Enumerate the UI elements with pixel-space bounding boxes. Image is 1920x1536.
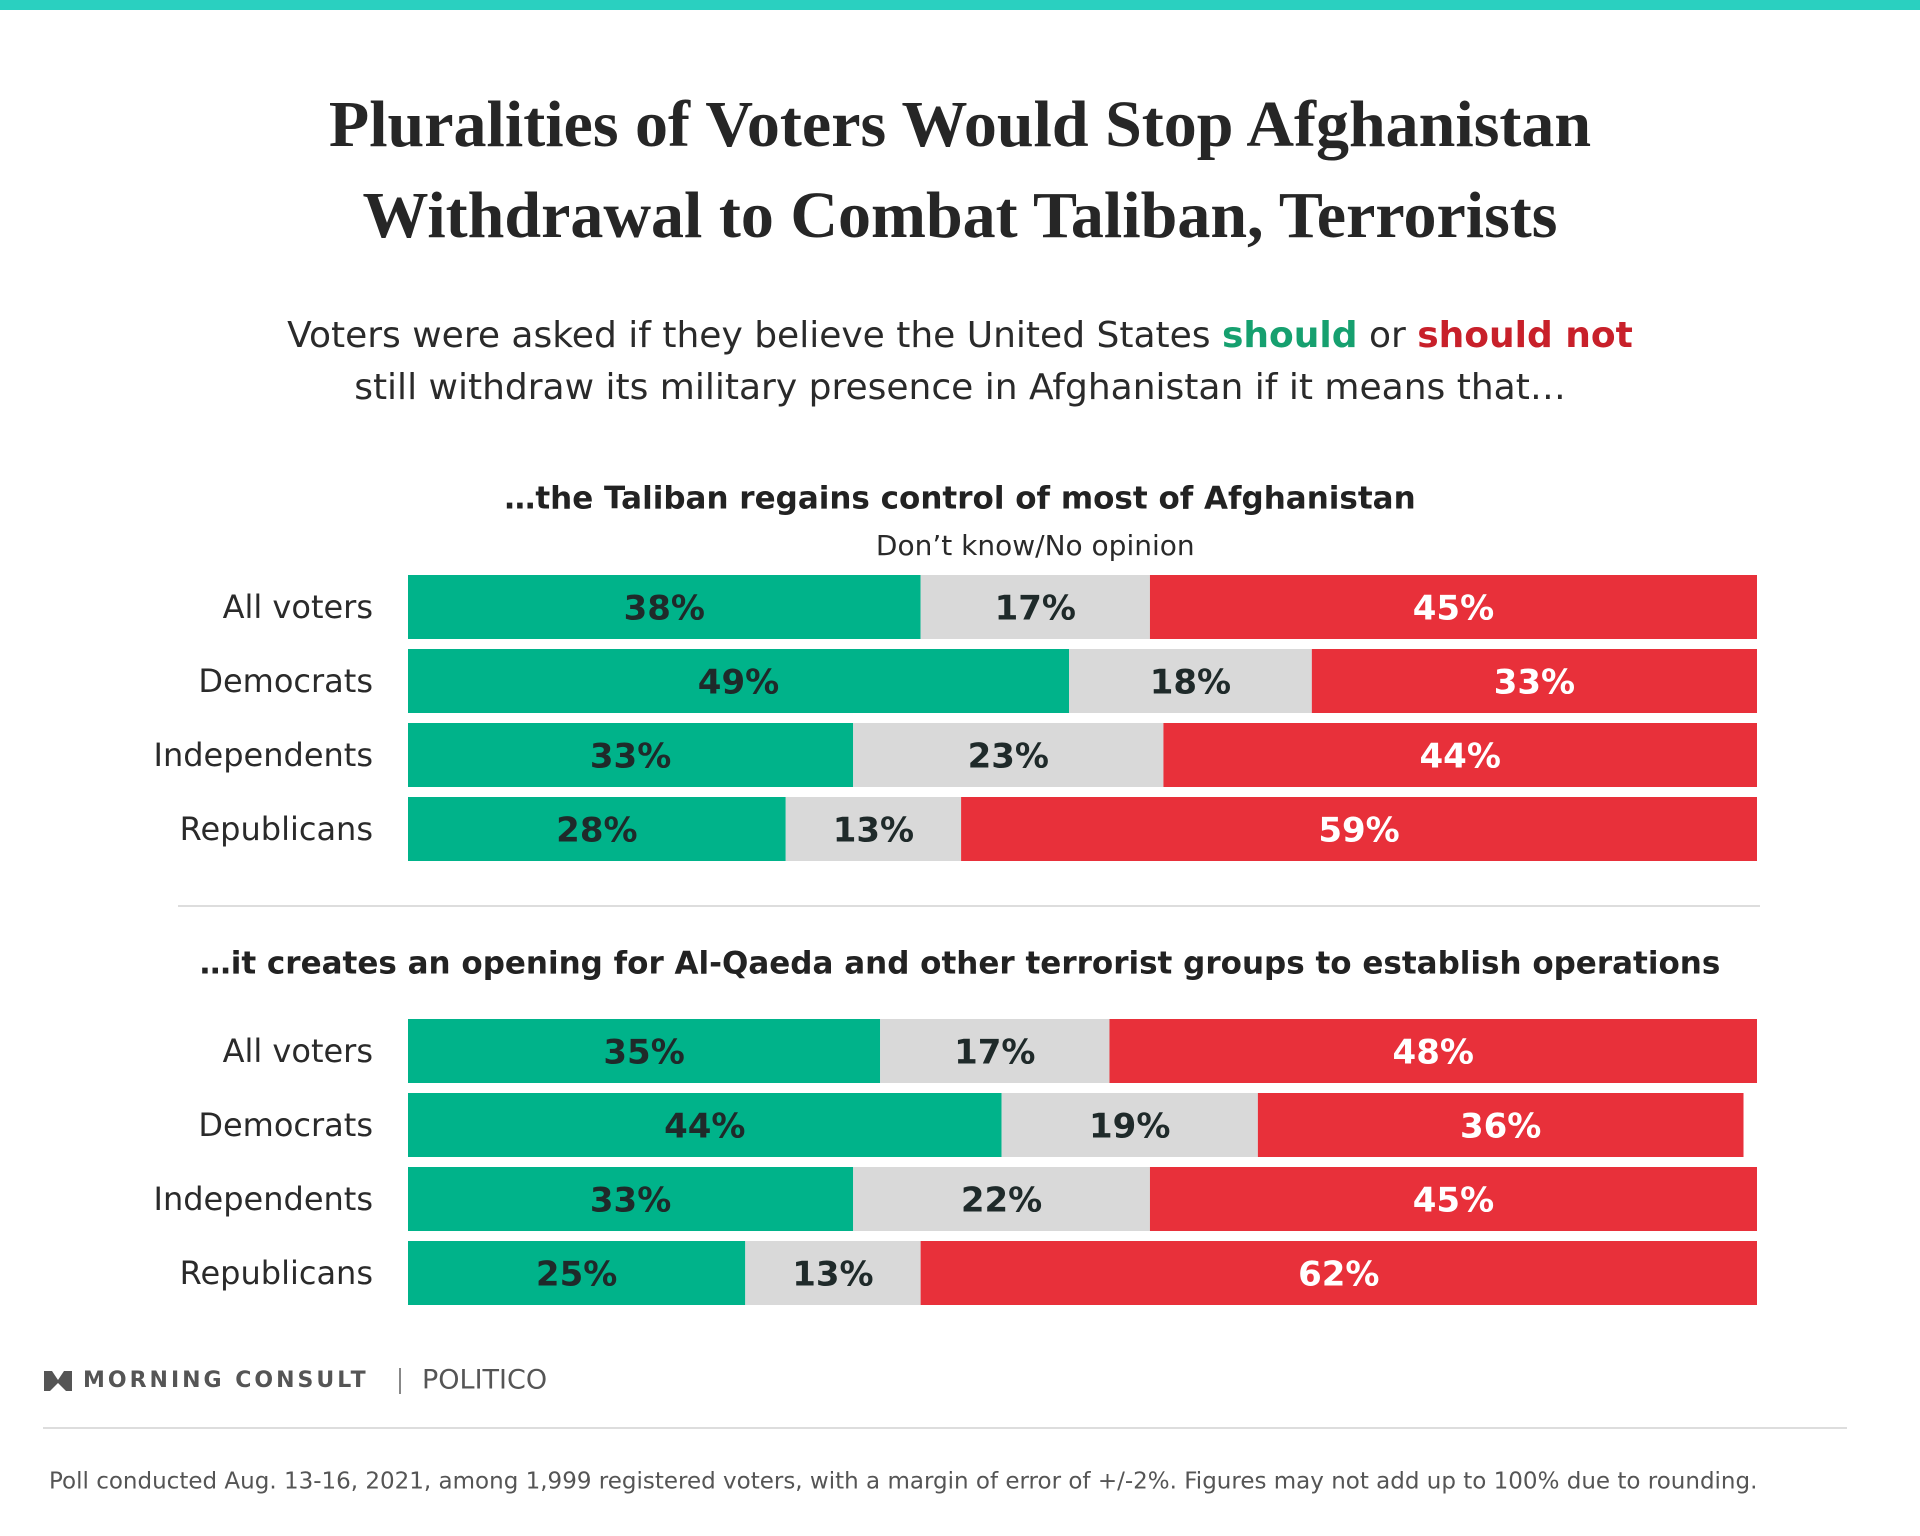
value-label: 33%: [590, 1181, 671, 1221]
value-label: 33%: [590, 737, 671, 777]
category-label: All voters: [223, 588, 373, 626]
bar-segment: [408, 575, 921, 639]
value-label: 36%: [1460, 1107, 1541, 1147]
bar-segment: [785, 797, 962, 861]
value-label: 38%: [624, 589, 705, 629]
value-label: 18%: [1150, 663, 1231, 703]
category-label: Democrats: [198, 1106, 373, 1144]
bar-segment: [408, 723, 854, 787]
bar-segment: [880, 1019, 1110, 1083]
value-label: 17%: [954, 1033, 1035, 1073]
category-label: Republicans: [180, 810, 373, 848]
subtitle-part: Voters were asked if they believe the Un…: [287, 315, 1222, 356]
value-label: 33%: [1494, 663, 1575, 703]
subtitle: still withdraw its military presence in …: [354, 367, 1566, 408]
bar-segment: [1163, 723, 1757, 787]
chart-title: …the Taliban regains control of most of …: [504, 481, 1415, 517]
bar-segment: [1069, 649, 1312, 713]
value-label: 13%: [833, 811, 914, 851]
bar-segment: [1149, 575, 1757, 639]
category-label: Independents: [154, 736, 374, 774]
value-label: 45%: [1413, 589, 1494, 629]
value-label: 35%: [603, 1033, 684, 1073]
bar-segment: [1001, 1093, 1258, 1157]
logo: MORNING CONSULT POLITICO: [44, 1365, 547, 1396]
bar-segment: [961, 797, 1757, 861]
value-label: 25%: [536, 1255, 617, 1295]
bar-segment: [1149, 1167, 1757, 1231]
value-label: 48%: [1393, 1033, 1474, 1073]
category-label: Republicans: [180, 1254, 373, 1292]
value-label: 28%: [556, 811, 637, 851]
bar-segment: [408, 797, 786, 861]
value-label: 49%: [698, 663, 779, 703]
brand: MORNING CONSULT: [83, 1368, 369, 1393]
bar-segment: [1257, 1093, 1744, 1157]
bar-segment: [853, 1167, 1150, 1231]
logo-mark: [44, 1371, 72, 1391]
value-label: 45%: [1413, 1181, 1494, 1221]
subtitle-should-not: should not: [1417, 315, 1633, 356]
value-label: 62%: [1298, 1255, 1379, 1295]
note: Poll conducted Aug. 13-16, 2021, among 1…: [49, 1469, 1757, 1495]
value-label: 59%: [1318, 811, 1399, 851]
bar-segment: [853, 723, 1164, 787]
top-band: [0, 0, 1920, 10]
title-line: Pluralities of Voters Would Stop Afghani…: [329, 88, 1591, 161]
category-label: Democrats: [198, 662, 373, 700]
value-label: 13%: [792, 1255, 873, 1295]
bar-segment: [408, 1167, 854, 1231]
value-label: 23%: [968, 737, 1049, 777]
value-label: 44%: [1420, 737, 1501, 777]
bar-segment: [408, 649, 1070, 713]
bar-segment: [408, 1093, 1002, 1157]
bar-segment: [745, 1241, 921, 1305]
bar-segment: [1311, 649, 1757, 713]
bar-segment: [408, 1241, 746, 1305]
partner: POLITICO: [422, 1365, 547, 1396]
title-line: Withdrawal to Combat Taliban, Terrorists: [363, 179, 1558, 252]
category-label: All voters: [223, 1032, 373, 1070]
bar-segment: [408, 1019, 881, 1083]
value-label: 22%: [961, 1181, 1042, 1221]
legend-label: Don’t know/No opinion: [876, 529, 1195, 562]
subtitle-should: should: [1222, 315, 1358, 356]
subtitle: Voters were asked if they believe the Un…: [287, 315, 1633, 356]
bar-segment: [920, 1241, 1757, 1305]
subtitle-part: or: [1358, 315, 1418, 356]
category-label: Independents: [154, 1180, 374, 1218]
value-label: 44%: [664, 1107, 745, 1147]
bar-segment: [920, 575, 1150, 639]
bar-segment: [1109, 1019, 1757, 1083]
value-label: 19%: [1089, 1107, 1170, 1147]
value-label: 17%: [995, 589, 1076, 629]
chart-title: …it creates an opening for Al-Qaeda and …: [200, 946, 1721, 982]
